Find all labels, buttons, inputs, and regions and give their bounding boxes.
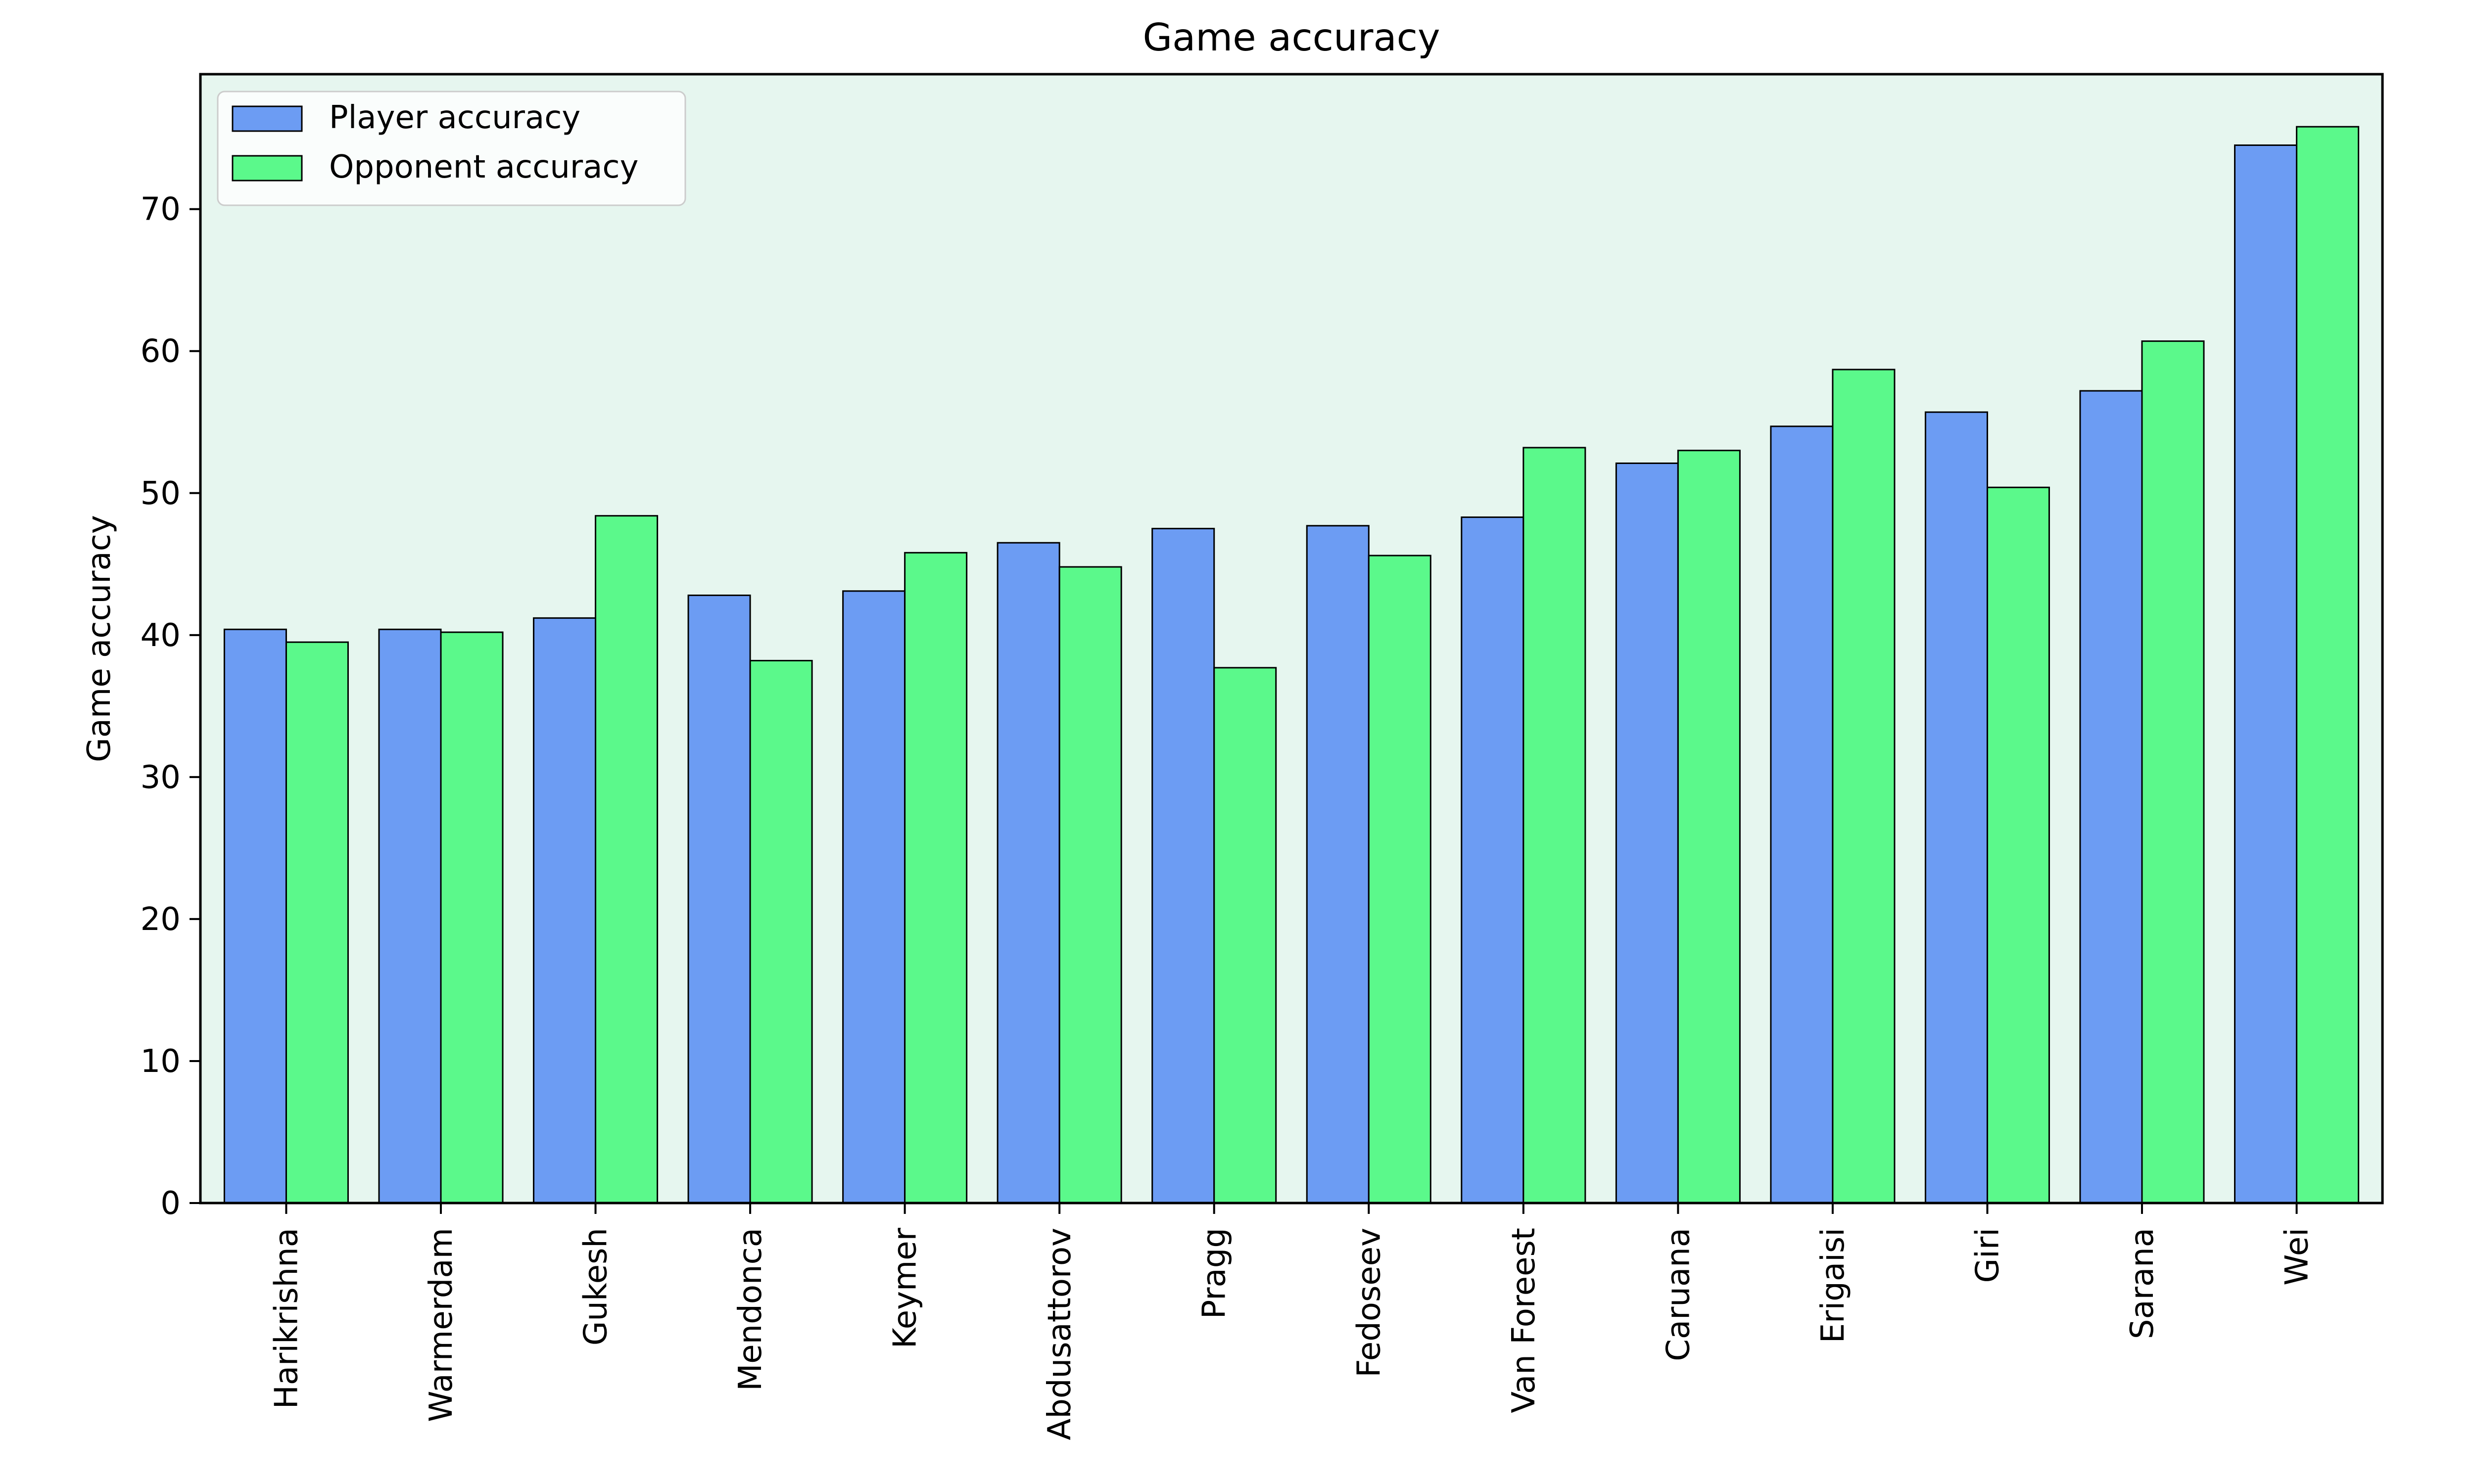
x-tick-label: Pragg	[1196, 1228, 1233, 1319]
bar-opponent-mendonca	[749, 659, 813, 1204]
bar-opponent-gukesh	[595, 515, 659, 1204]
y-tick-label: 20	[141, 901, 181, 938]
y-tick-label: 60	[141, 333, 181, 370]
y-tick-label: 0	[160, 1185, 181, 1222]
legend-label: Player accuracy	[329, 99, 580, 136]
x-tick-label: Erigaisi	[1815, 1228, 1852, 1343]
bar-player-sarana	[2079, 390, 2143, 1204]
bar-player-mendonca	[687, 594, 751, 1204]
plot-frame	[199, 73, 2384, 1205]
bar-opponent-abdusattorov	[1058, 566, 1122, 1204]
bars-layer	[223, 126, 2360, 1204]
y-tick-label: 50	[141, 475, 181, 512]
x-tick-label: Caruana	[1660, 1228, 1697, 1361]
x-tick-label: Mendonca	[732, 1228, 769, 1391]
bar-player-abdusattorov	[997, 542, 1060, 1204]
bar-player-wei	[2234, 144, 2298, 1204]
x-tick-label: Wei	[2279, 1228, 2316, 1286]
y-tick-label: 40	[141, 617, 181, 654]
y-tick-label: 70	[141, 191, 181, 228]
x-tick-label: Sarana	[2124, 1228, 2161, 1339]
bar-opponent-harikrishna	[285, 641, 349, 1204]
x-tick-label: Warmerdam	[423, 1228, 460, 1422]
x-axis: Harikrishna Warmerdam Gukesh Mendonca Keymer…	[268, 1203, 2316, 1440]
bar-opponent-caruana	[1677, 450, 1741, 1204]
x-tick-label: Keymer	[887, 1227, 924, 1348]
x-tick-label: Van Foreest	[1506, 1228, 1542, 1413]
x-tick-label: Gukesh	[578, 1228, 615, 1345]
bar-player-pragg	[1151, 528, 1215, 1204]
bar-player-giri	[1924, 411, 1988, 1204]
chart-title: Game accuracy	[1142, 16, 1440, 60]
bar-opponent-van-foreest	[1522, 447, 1586, 1204]
x-tick-label: Fedoseev	[1351, 1228, 1387, 1377]
bar-opponent-sarana	[2141, 340, 2205, 1204]
bar-player-warmerdam	[378, 628, 442, 1204]
bar-opponent-erigaisi	[1832, 369, 1896, 1204]
bar-opponent-keymer	[904, 552, 968, 1204]
bar-opponent-wei	[2296, 126, 2360, 1204]
y-tick-label: 30	[141, 759, 181, 796]
bar-player-caruana	[1615, 463, 1679, 1204]
legend-swatch	[232, 105, 303, 132]
bar-player-fedoseev	[1306, 525, 1370, 1204]
bar-player-harikrishna	[223, 628, 287, 1204]
legend-label: Opponent accuracy	[329, 149, 638, 186]
x-tick-label: Harikrishna	[268, 1228, 305, 1409]
bar-opponent-pragg	[1213, 667, 1277, 1204]
bar-opponent-warmerdam	[440, 631, 504, 1204]
legend: Player accuracy Opponent accuracy	[217, 91, 686, 206]
bar-player-gukesh	[533, 617, 597, 1204]
y-axis: 0 10 20 30 40 50 60 70	[141, 191, 200, 1222]
bar-opponent-fedoseev	[1368, 555, 1431, 1204]
x-tick-label: Giri	[1969, 1228, 2006, 1283]
bar-player-erigaisi	[1770, 425, 1834, 1204]
plot-area	[200, 74, 2382, 1203]
y-axis-label: Game accuracy	[81, 515, 118, 762]
x-tick-label: Abdusattorov	[1042, 1228, 1078, 1440]
bar-player-keymer	[842, 590, 906, 1204]
legend-swatch	[232, 155, 303, 182]
bar-opponent-giri	[1986, 486, 2050, 1204]
legend-box	[217, 91, 686, 206]
y-tick-label: 10	[141, 1043, 181, 1080]
bar-player-van-foreest	[1461, 516, 1524, 1204]
